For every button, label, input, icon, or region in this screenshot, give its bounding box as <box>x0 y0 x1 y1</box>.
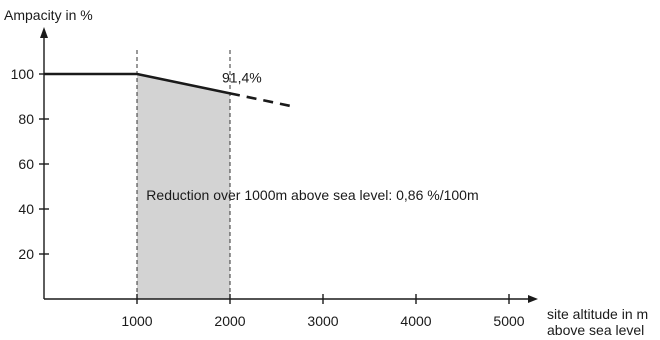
y-axis-arrow <box>40 27 48 38</box>
shaded-region <box>137 74 230 299</box>
x-axis-label-line-1: site altitude in m <box>547 306 648 322</box>
end-value-annotation: 91,4% <box>222 69 262 85</box>
ampacity-line <box>44 72 231 95</box>
y-axis-label: Ampacity in % <box>4 7 93 23</box>
y-tick-label-100: 100 <box>11 66 35 82</box>
x-tick-label-2000: 2000 <box>214 313 245 329</box>
series-layer <box>44 72 291 108</box>
y-tick-label-40: 40 <box>18 201 34 217</box>
tick-layer: 1000 2000 3000 4000 5000 20 40 60 80 100 <box>11 66 525 329</box>
x-tick-label-3000: 3000 <box>307 313 338 329</box>
y-tick-label-20: 20 <box>18 246 34 262</box>
x-tick-label-5000: 5000 <box>493 313 524 329</box>
x-axis-arrow <box>528 295 538 303</box>
x-tick-label-1000: 1000 <box>121 313 152 329</box>
dashed-extrapolation-line <box>229 92 291 108</box>
shaded-region-layer <box>137 74 230 299</box>
x-axis-label-line-2: above sea level <box>547 322 644 338</box>
y-tick-label-80: 80 <box>18 111 34 127</box>
reduction-rate-annotation: Reduction over 1000m above sea level: 0,… <box>146 187 478 203</box>
y-tick-label-60: 60 <box>18 156 34 172</box>
x-tick-label-4000: 4000 <box>400 313 431 329</box>
